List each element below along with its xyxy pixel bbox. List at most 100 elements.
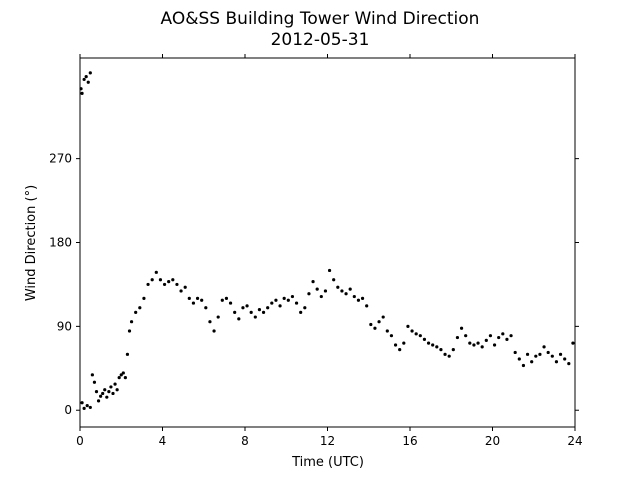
point [558,352,563,356]
point [571,341,575,345]
point [119,373,123,377]
point [245,304,249,308]
point [480,345,484,349]
point [257,307,262,312]
point [96,399,101,403]
point [162,282,167,287]
point [158,278,163,282]
point [476,341,480,345]
point [340,289,344,293]
point [538,352,542,356]
point [167,280,171,284]
point [311,280,315,284]
chart-title: AO&SS Building Tower Wind Direction [161,9,480,29]
point [195,296,200,301]
x-tick-label: 8 [241,434,249,448]
point [294,301,299,305]
point [154,270,158,274]
point [435,345,439,349]
point [123,376,127,380]
point [381,315,385,319]
point [517,357,521,361]
point [113,382,117,386]
point [344,292,348,296]
point [505,337,509,342]
point [554,360,559,364]
point [274,298,278,302]
point [492,343,497,347]
point [99,394,103,398]
y-tick-label: 90 [57,319,72,333]
point [84,75,88,79]
point [307,292,311,296]
point [117,376,121,380]
point [468,341,472,345]
point [418,334,422,338]
point [80,91,84,96]
x-tick-label: 0 [76,434,84,448]
point [150,278,154,282]
point [327,268,332,273]
y-tick-label: 180 [49,236,72,250]
point [336,285,340,289]
point [303,306,307,310]
point [125,352,130,356]
point [521,363,526,368]
point [105,395,109,399]
point [406,324,410,328]
point [200,298,204,302]
point [208,320,212,324]
point [109,385,113,389]
point [204,306,208,310]
point [356,298,361,302]
point [80,401,84,405]
y-tick-label: 0 [64,403,72,417]
plot-frame [79,57,576,428]
point [377,320,381,324]
point [563,357,567,361]
point [101,391,105,396]
point [233,310,237,314]
point [360,296,365,301]
point [134,310,138,314]
point [249,310,253,314]
point [171,278,175,282]
point [550,354,554,358]
x-axis-label: Time (UTC) [291,455,364,470]
point [509,334,513,338]
y-tick-label: 270 [49,152,72,166]
point [228,301,233,305]
point [191,301,196,305]
point [389,334,394,338]
point [513,350,517,355]
x-tick-label: 12 [320,434,335,448]
point [94,389,99,394]
point [103,388,107,392]
point [129,320,134,324]
point [323,289,328,293]
point [241,306,245,310]
point [472,343,476,347]
point [282,296,286,301]
point [373,326,377,330]
point [365,304,369,308]
point [534,354,538,358]
point [459,326,464,330]
point [546,350,550,355]
point [484,338,488,342]
point [488,334,493,338]
point [393,343,398,347]
point [385,329,389,333]
point [497,335,501,340]
chart-subtitle: 2012-05-31 [271,30,370,50]
point [88,405,92,410]
point [220,298,224,302]
point [299,310,303,314]
point [464,334,468,338]
point [278,304,282,308]
point [501,332,505,336]
point [183,285,187,289]
point [422,337,427,342]
point [142,296,146,301]
point [352,294,356,299]
